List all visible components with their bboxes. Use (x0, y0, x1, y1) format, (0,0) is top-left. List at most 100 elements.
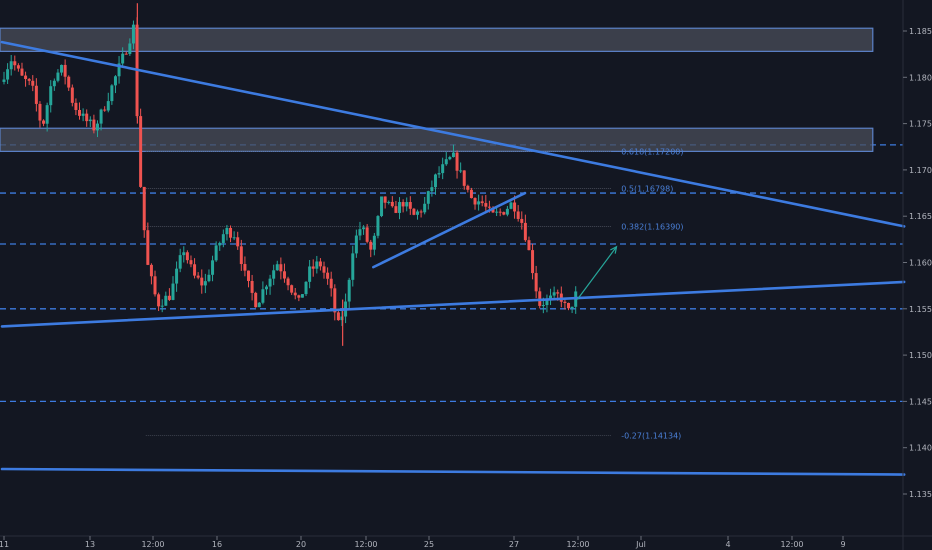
candle-body (63, 64, 67, 77)
time-tick-label: 12:00 (354, 540, 377, 549)
candle-body (31, 80, 35, 86)
candle-body (437, 173, 441, 175)
candle-body (229, 227, 233, 238)
price-tick-label: 1.17500 (909, 120, 932, 129)
candle-body (243, 264, 247, 271)
candle-body (146, 230, 150, 265)
candle-body (45, 105, 49, 124)
rising-wedge-line[interactable] (372, 191, 527, 269)
candle-body (239, 246, 243, 265)
price-tick-label: 1.16500 (909, 212, 932, 221)
candle-body (462, 170, 466, 186)
candle-body (466, 185, 470, 190)
descending-resistance[interactable] (0, 40, 906, 228)
candle-body (225, 227, 229, 235)
candle-body (358, 229, 362, 236)
candle-body (2, 79, 6, 82)
candle-body (139, 116, 143, 187)
candle-body (469, 189, 473, 199)
upper-zone[interactable] (0, 27, 874, 52)
candle-body (448, 157, 452, 160)
time-tick-label: 13 (85, 540, 95, 549)
candle-body (99, 109, 103, 124)
price-tick-label: 1.13500 (909, 490, 932, 499)
candle-body (326, 272, 330, 279)
candle-body (207, 274, 211, 282)
fib-level-label: 0.618(1.17200) (621, 147, 683, 156)
candle-body (531, 250, 535, 274)
candle-body (70, 87, 74, 103)
candle-body (297, 295, 301, 298)
candle-body (354, 235, 358, 254)
fib-level-label: -0.27(1.14134) (621, 431, 681, 440)
candle-body (95, 123, 99, 131)
candle-body (275, 264, 279, 271)
candle-body (380, 196, 384, 217)
time-tick-label: 25 (424, 540, 434, 549)
price-tick-label: 1.14500 (909, 397, 932, 406)
candle-body (419, 211, 423, 213)
candle-body (527, 240, 531, 251)
candle-body (513, 202, 517, 212)
price-axis[interactable]: 1.18500 1.18000 1.17500 1.17000 1.16500 1.160… (903, 27, 932, 499)
candle-body (390, 201, 394, 207)
candle-body (110, 85, 114, 102)
candle-body (279, 264, 283, 272)
candle-body (563, 301, 567, 303)
price-tick-label: 1.14000 (909, 444, 932, 453)
lower-trendline[interactable] (0, 467, 906, 476)
candle-body (74, 102, 78, 110)
candle-body (49, 86, 53, 106)
candle-body (24, 75, 28, 80)
candle-body (365, 227, 369, 242)
candle-body (340, 316, 344, 321)
candle-body (394, 206, 398, 213)
candle-body (441, 164, 445, 174)
candle-body (484, 203, 488, 207)
candle-body (534, 273, 538, 292)
candle-body (333, 288, 337, 313)
candle-body (308, 266, 312, 282)
candle-body (38, 103, 42, 121)
candle-body (459, 170, 463, 172)
candle-body (236, 237, 240, 247)
candle-body (121, 53, 125, 64)
candle-body (106, 101, 110, 111)
candle-body (455, 152, 459, 171)
candle-body (185, 252, 189, 261)
candle-body (6, 69, 10, 80)
candle-body (182, 252, 186, 256)
ascending-support[interactable] (0, 280, 906, 328)
candle-body (164, 295, 168, 306)
price-tick-label: 1.18500 (909, 27, 932, 36)
candle-body (20, 68, 24, 76)
fib-level-label: 0.5(1.16798) (621, 185, 673, 194)
candle-body (502, 212, 506, 215)
candle-body (178, 255, 182, 269)
time-tick-label: 11 (0, 540, 9, 549)
candle-body (88, 119, 92, 122)
candle-body (149, 264, 153, 277)
price-tick-label: 1.16000 (909, 259, 932, 268)
candle-body (304, 281, 308, 295)
candle-body (128, 43, 132, 54)
candle-body (541, 305, 545, 307)
time-axis[interactable]: 11 13 12:00 16 20 12:00 25 27 12:00 Jul 4 12:00 9 (0, 536, 846, 549)
candle-body (369, 241, 373, 250)
candle-body (272, 270, 276, 279)
candle-body (545, 298, 549, 306)
candle-body (113, 76, 117, 86)
candle-body (261, 289, 265, 303)
candle-body (157, 294, 161, 307)
projection-arrow (576, 245, 618, 300)
candle-body (495, 211, 499, 213)
candle-body (405, 202, 409, 207)
candle-body (477, 201, 481, 205)
time-tick-label: Jul (635, 540, 646, 549)
candle-body (505, 208, 509, 215)
candle-body (268, 278, 272, 287)
candle-body (549, 295, 553, 299)
arrow-line[interactable] (576, 246, 618, 300)
candle-body (282, 271, 286, 279)
